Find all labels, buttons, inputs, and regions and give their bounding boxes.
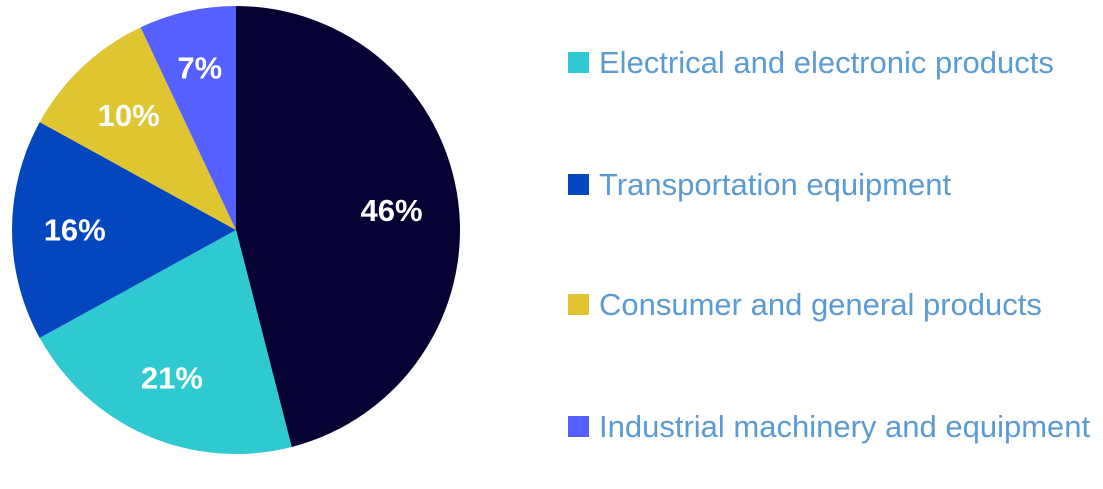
slice-data-label: 46%: [361, 193, 423, 228]
slice-data-label: 16%: [44, 213, 106, 248]
pie-slice-consumer: [12, 122, 237, 338]
pie-chart: 46% 21% 16% 10% 7%: [12, 6, 461, 454]
pie-slice-other: [140, 6, 236, 230]
slice-data-label: 10%: [98, 98, 160, 133]
legend-swatch: [568, 52, 589, 73]
legend-label: Consumer and general products: [599, 287, 1042, 322]
legend-label: Industrial machinery and equipment: [599, 409, 1091, 444]
pie-slice-transportation: [236, 6, 461, 447]
legend-label: Transportation equipment: [599, 167, 952, 202]
legend-swatch: [568, 294, 589, 315]
slice-data-label: 21%: [141, 361, 203, 396]
pie-slice-industrial: [39, 27, 236, 230]
pie-slice-electrical: [39, 230, 292, 454]
legend-item-transportation: Transportation equipment: [568, 166, 1098, 204]
legend-swatch: [568, 416, 589, 437]
legend-item-electrical: Electrical and electronic products: [568, 44, 1098, 82]
legend-label: Electrical and electronic products: [599, 45, 1054, 80]
legend-swatch: [568, 174, 589, 195]
legend-item-consumer: Consumer and general products: [568, 286, 1098, 324]
slice-data-label: 7%: [177, 51, 222, 86]
legend-item-industrial: Industrial machinery and equipment: [568, 408, 1098, 446]
